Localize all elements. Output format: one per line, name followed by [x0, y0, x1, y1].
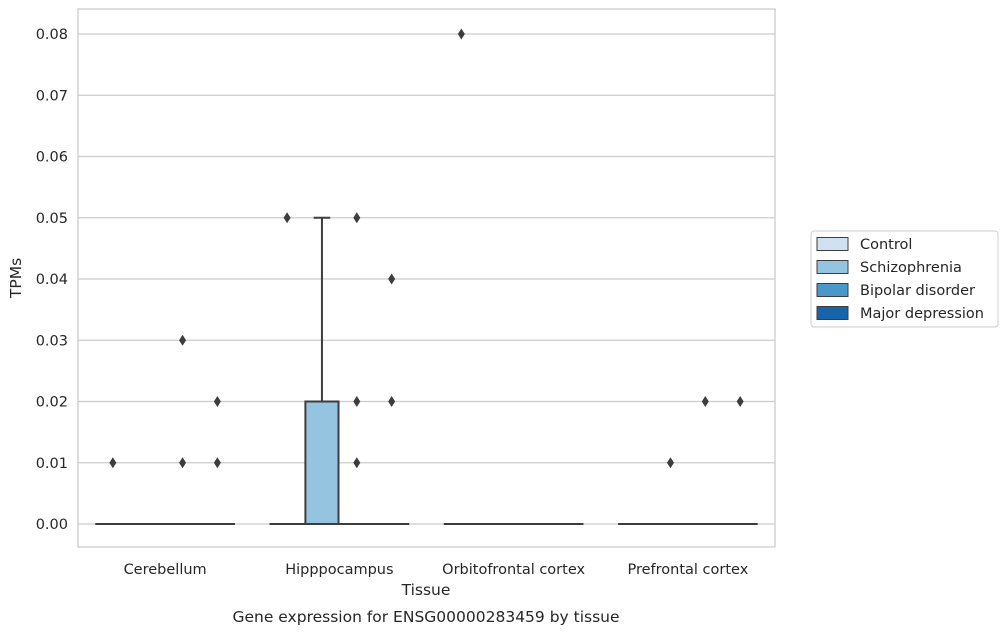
box-plot-boxes — [95, 28, 758, 526]
outlier-point — [283, 212, 291, 224]
x-tick-label: Orbitofrontal cortex — [442, 562, 585, 578]
outlier-point — [353, 396, 361, 407]
legend-swatch — [816, 283, 849, 297]
y-gridlines — [78, 33, 775, 525]
outlier-point — [457, 28, 465, 40]
box-control — [95, 457, 131, 526]
box-major-depression — [199, 396, 235, 526]
outlier-point — [736, 396, 744, 407]
outlier-point — [701, 396, 709, 407]
legend-label: Control — [860, 237, 912, 253]
y-tick-label: 0.05 — [36, 211, 68, 227]
outlier-point — [109, 457, 117, 469]
outlier-point — [179, 334, 187, 346]
x-tick-label: Cerebellum — [124, 562, 207, 578]
y-axis-tick-labels: 0.00 0.01 0.02 0.03 0.04 0.05 0.06 0.07 0.08 — [36, 27, 68, 533]
x-axis-label: Tissue — [401, 581, 451, 599]
legend: Control Schizophrenia Bipolar disorder Majo… — [810, 230, 999, 328]
y-tick-label: 0.08 — [36, 27, 68, 43]
y-tick-label: 0.03 — [36, 333, 68, 349]
box-control — [269, 212, 305, 526]
y-tick-label: 0.00 — [36, 517, 68, 533]
outlier-point — [388, 396, 396, 407]
y-tick-label: 0.04 — [36, 272, 68, 288]
plot-area-frame — [77, 8, 776, 548]
outlier-point — [666, 457, 674, 469]
outlier-point — [353, 212, 361, 224]
box-bipolar-disorder — [339, 212, 375, 526]
box-bipolar-disorder — [164, 334, 201, 526]
box-schizophrenia — [304, 216, 340, 525]
legend-label: Major depression — [860, 306, 984, 322]
legend-swatch — [816, 237, 849, 251]
legend-swatch — [816, 260, 849, 274]
outlier-point — [213, 457, 221, 469]
x-tick-label: Prefrontal cortex — [627, 562, 748, 578]
outlier-point — [213, 396, 221, 407]
y-axis-label: TPMs — [7, 258, 25, 299]
x-tick-label: Hipppocampus — [285, 562, 393, 578]
legend-label: Bipolar disorder — [860, 283, 975, 299]
outlier-point — [388, 273, 396, 285]
chart-caption: Gene expression for ENSG00000283459 by t… — [232, 608, 619, 626]
legend-swatch — [816, 306, 849, 320]
box-major-depression — [374, 273, 410, 526]
legend-frame — [810, 230, 999, 328]
y-tick-label: 0.07 — [36, 88, 68, 104]
box-bipolar-disorder — [687, 396, 723, 526]
outlier-point — [179, 457, 187, 469]
box-body — [304, 400, 340, 525]
y-tick-label: 0.02 — [36, 395, 68, 411]
box-major-depression — [722, 396, 758, 526]
box-schizophrenia — [652, 457, 689, 526]
legend-label: Schizophrenia — [860, 260, 962, 276]
x-axis-tick-labels: Cerebellum Hipppocampus Orbitofrontal cort… — [124, 562, 749, 578]
y-tick-label: 0.01 — [36, 456, 68, 472]
box-control — [443, 28, 479, 526]
outlier-point — [353, 457, 361, 469]
y-tick-label: 0.06 — [36, 150, 68, 166]
